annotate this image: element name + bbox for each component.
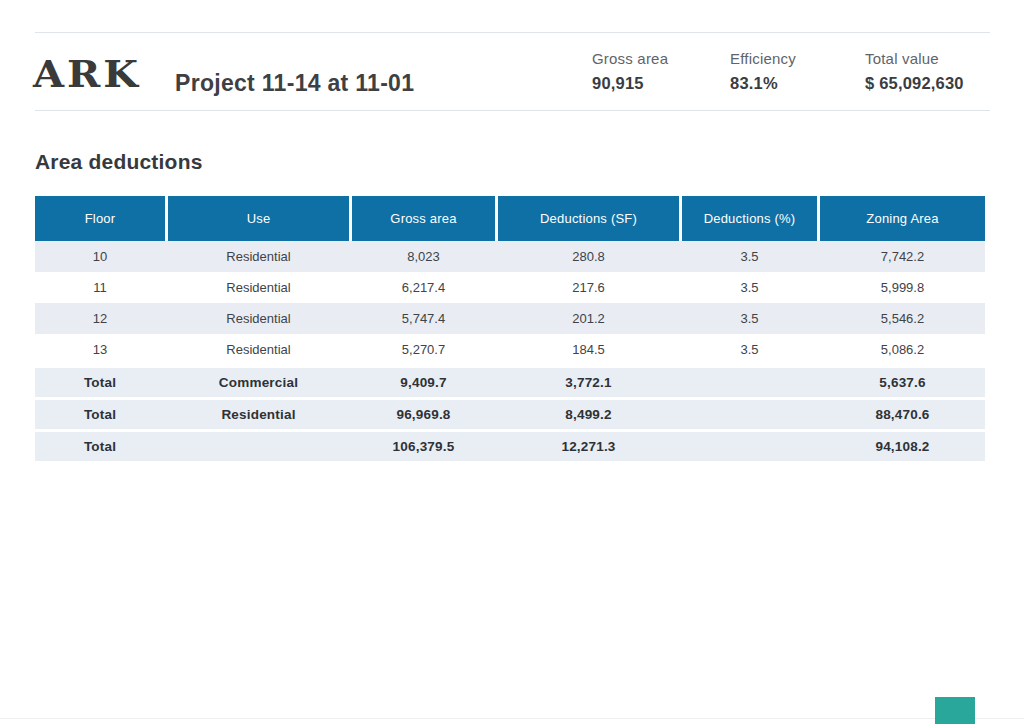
cell-zoning-area: 94,108.2 <box>820 432 985 461</box>
area-deductions-table: Floor Use Gross area Deductions (SF) Ded… <box>35 196 985 461</box>
stat-efficiency: Efficiency 83.1% <box>730 50 796 93</box>
table-header-row: Floor Use Gross area Deductions (SF) Ded… <box>35 196 985 241</box>
stat-gross-area: Gross area 90,915 <box>592 50 668 93</box>
total-row-grand: Total 106,379.5 12,271.3 94,108.2 <box>35 432 985 461</box>
stat-label: Gross area <box>592 50 668 67</box>
cell-floor: 10 <box>35 241 165 272</box>
cell-total-label: Total <box>35 400 165 429</box>
cell-deductions-pct: 3.5 <box>682 334 817 365</box>
cell-use: Residential <box>168 303 349 334</box>
page-title: Project 11-14 at 11-01 <box>175 70 414 97</box>
cell-zoning-area: 88,470.6 <box>820 400 985 429</box>
cell-gross-area: 96,969.8 <box>352 400 495 429</box>
table-row: 13 Residential 5,270.7 184.5 3.5 5,086.2 <box>35 334 985 365</box>
cell-deductions-sf: 12,271.3 <box>498 432 679 461</box>
cell-gross-area: 106,379.5 <box>352 432 495 461</box>
cell-deductions-sf: 201.2 <box>498 303 679 334</box>
stat-label: Efficiency <box>730 50 796 67</box>
cell-use: Residential <box>168 334 349 365</box>
stat-value: 90,915 <box>592 74 668 93</box>
cell-use: Residential <box>168 400 349 429</box>
header-bottom-rule <box>35 110 990 111</box>
cell-use <box>168 432 349 461</box>
total-row-residential: Total Residential 96,969.8 8,499.2 88,47… <box>35 400 985 429</box>
cell-total-label: Total <box>35 368 165 397</box>
stat-label: Total value <box>865 50 964 67</box>
cell-use: Residential <box>168 241 349 272</box>
col-header-zoning-area: Zoning Area <box>820 196 985 241</box>
brand-accent-square <box>935 697 975 724</box>
cell-zoning-area: 7,742.2 <box>820 241 985 272</box>
table-row: 10 Residential 8,023 280.8 3.5 7,742.2 <box>35 241 985 272</box>
total-row-commercial: Total Commercial 9,409.7 3,772.1 5,637.6 <box>35 368 985 397</box>
cell-zoning-area: 5,086.2 <box>820 334 985 365</box>
cell-deductions-pct <box>682 368 817 397</box>
cell-total-label: Total <box>35 432 165 461</box>
cell-zoning-area: 5,546.2 <box>820 303 985 334</box>
cell-deductions-sf: 280.8 <box>498 241 679 272</box>
cell-gross-area: 5,747.4 <box>352 303 495 334</box>
col-header-deductions-sf: Deductions (SF) <box>498 196 679 241</box>
report-page: ARK Project 11-14 at 11-01 Gross area 90… <box>0 0 1024 724</box>
section-title: Area deductions <box>35 150 203 174</box>
cell-deductions-pct: 3.5 <box>682 241 817 272</box>
cell-deductions-sf: 217.6 <box>498 272 679 303</box>
stat-value: $ 65,092,630 <box>865 74 964 93</box>
stat-total-value: Total value $ 65,092,630 <box>865 50 964 93</box>
col-header-gross-area: Gross area <box>352 196 495 241</box>
cell-deductions-pct <box>682 432 817 461</box>
stat-value: 83.1% <box>730 74 796 93</box>
cell-zoning-area: 5,637.6 <box>820 368 985 397</box>
page-bottom-rule <box>0 718 1024 719</box>
cell-deductions-sf: 184.5 <box>498 334 679 365</box>
cell-deductions-pct: 3.5 <box>682 272 817 303</box>
cell-use: Commercial <box>168 368 349 397</box>
cell-floor: 13 <box>35 334 165 365</box>
cell-floor: 11 <box>35 272 165 303</box>
col-header-floor: Floor <box>35 196 165 241</box>
cell-gross-area: 5,270.7 <box>352 334 495 365</box>
cell-deductions-pct <box>682 400 817 429</box>
cell-deductions-sf: 3,772.1 <box>498 368 679 397</box>
table-row: 11 Residential 6,217.4 217.6 3.5 5,999.8 <box>35 272 985 303</box>
cell-floor: 12 <box>35 303 165 334</box>
ark-logo: ARK <box>33 56 141 93</box>
cell-zoning-area: 5,999.8 <box>820 272 985 303</box>
header-top-rule <box>35 32 990 33</box>
col-header-deductions-pct: Deductions (%) <box>682 196 817 241</box>
table-row: 12 Residential 5,747.4 201.2 3.5 5,546.2 <box>35 303 985 334</box>
cell-gross-area: 9,409.7 <box>352 368 495 397</box>
cell-gross-area: 6,217.4 <box>352 272 495 303</box>
cell-gross-area: 8,023 <box>352 241 495 272</box>
cell-deductions-sf: 8,499.2 <box>498 400 679 429</box>
cell-use: Residential <box>168 272 349 303</box>
col-header-use: Use <box>168 196 349 241</box>
cell-deductions-pct: 3.5 <box>682 303 817 334</box>
